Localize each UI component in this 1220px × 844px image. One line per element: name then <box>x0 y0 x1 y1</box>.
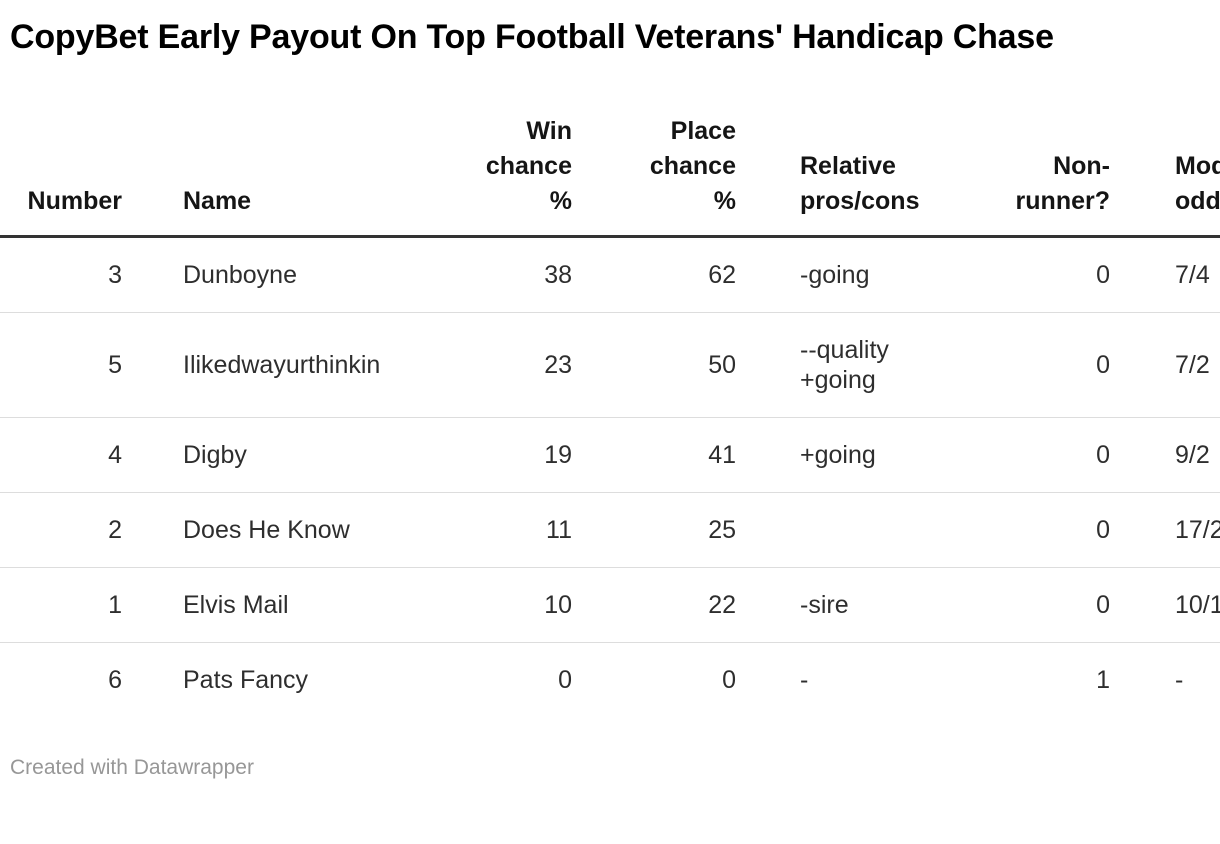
cell-number: 5 <box>0 312 122 418</box>
cell-model-odds: 10/1 <box>1110 567 1220 643</box>
cell-model-odds: 9/2 <box>1110 417 1220 493</box>
cell-non-runner: 0 <box>960 492 1110 568</box>
cell-name: Elvis Mail <box>122 567 422 643</box>
table-container: Number Name Win chance % Place chance % … <box>0 114 1220 717</box>
table-row: 2 Does He Know 11 25 0 17/2 <box>0 492 1220 568</box>
column-header-win-chance: Win chance % <box>422 114 572 238</box>
column-header-non-runner: Non-runner? <box>960 114 1110 238</box>
cell-non-runner: 0 <box>1096 261 1110 289</box>
cell-pros-cons: -sire <box>736 567 960 643</box>
cell-win-chance: 11 <box>422 492 572 568</box>
table-row: 3 Dunboyne 38 62 -going 0 7/4 <box>0 237 1220 313</box>
cell-place-chance: 22 <box>572 567 736 643</box>
column-header-model-odds: Model odds <box>1110 114 1220 238</box>
cell-non-runner: 0 <box>960 417 1110 493</box>
cell-number: 4 <box>0 417 122 493</box>
cell-win-chance: 19 <box>422 417 572 493</box>
cell-place-chance: 0 <box>572 642 736 717</box>
cell-number: 2 <box>0 492 122 568</box>
cell-number: 1 <box>0 567 122 643</box>
cell-name: Ilikedwayurthinkin <box>122 312 422 418</box>
cell-pros-cons: - <box>736 642 960 717</box>
cell-place-chance: 41 <box>572 417 736 493</box>
cell-pros-cons: -going <box>800 261 870 289</box>
cell-pros-cons: +going <box>736 417 960 493</box>
column-header-pros-cons: Relative pros/cons <box>736 114 960 238</box>
column-header-name: Name <box>122 114 422 238</box>
table-row: 6 Pats Fancy 0 0-1- <box>0 642 1220 717</box>
cell-place-chance: 50 <box>572 312 736 418</box>
table-row: 4 Digby 19 41 +going 0 9/2 <box>0 417 1220 493</box>
cell-win-chance: 23 <box>422 312 572 418</box>
cell-win-chance: 38 <box>544 261 572 289</box>
cell-pros-cons <box>736 492 960 568</box>
cell-win-chance: 10 <box>422 567 572 643</box>
cell-non-runner: 1 <box>960 642 1110 717</box>
cell-number: 3 <box>108 261 122 289</box>
datawrapper-credit-link[interactable]: Created with Datawrapper <box>10 756 254 779</box>
cell-non-runner: 0 <box>960 312 1110 418</box>
table-row: 5 Ilikedwayurthinkin 23 50 --quality +going 0… <box>0 312 1220 418</box>
cell-place-chance: 62 <box>708 261 736 289</box>
cell-name: Digby <box>122 417 422 493</box>
cell-model-odds: 7/4 <box>1175 261 1210 289</box>
cell-non-runner: 0 <box>960 567 1110 643</box>
cell-pros-cons: --quality +going <box>736 312 960 418</box>
header-row: Number Name Win chance % Place chance % … <box>0 114 1220 238</box>
cell-place-chance: 25 <box>572 492 736 568</box>
cell-name: Dunboyne <box>183 261 297 289</box>
cell-model-odds: 7/2 <box>1110 312 1220 418</box>
cell-name: Does He Know <box>122 492 422 568</box>
column-header-number: Number <box>0 114 122 238</box>
column-header-place-chance: Place chance % <box>572 114 736 238</box>
table-row: 1 Elvis Mail 10 22 -sire 0 10/1 <box>0 567 1220 643</box>
cell-model-odds: 17/2 <box>1110 492 1220 568</box>
footer: Created with Datawrapper <box>10 755 1220 780</box>
cell-win-chance: 0 <box>422 642 572 717</box>
cell-model-odds: - <box>1110 642 1220 717</box>
cell-number: 6 <box>0 642 122 717</box>
chart-title: CopyBet Early Payout On Top Football Vet… <box>10 18 1054 56</box>
cell-name: Pats Fancy <box>122 642 422 717</box>
data-table: Number Name Win chance % Place chance % … <box>0 114 1220 717</box>
table-body: 3 Dunboyne 38 62 -going 0 7/4 5 Ilikedwayurthink… <box>0 237 1220 717</box>
